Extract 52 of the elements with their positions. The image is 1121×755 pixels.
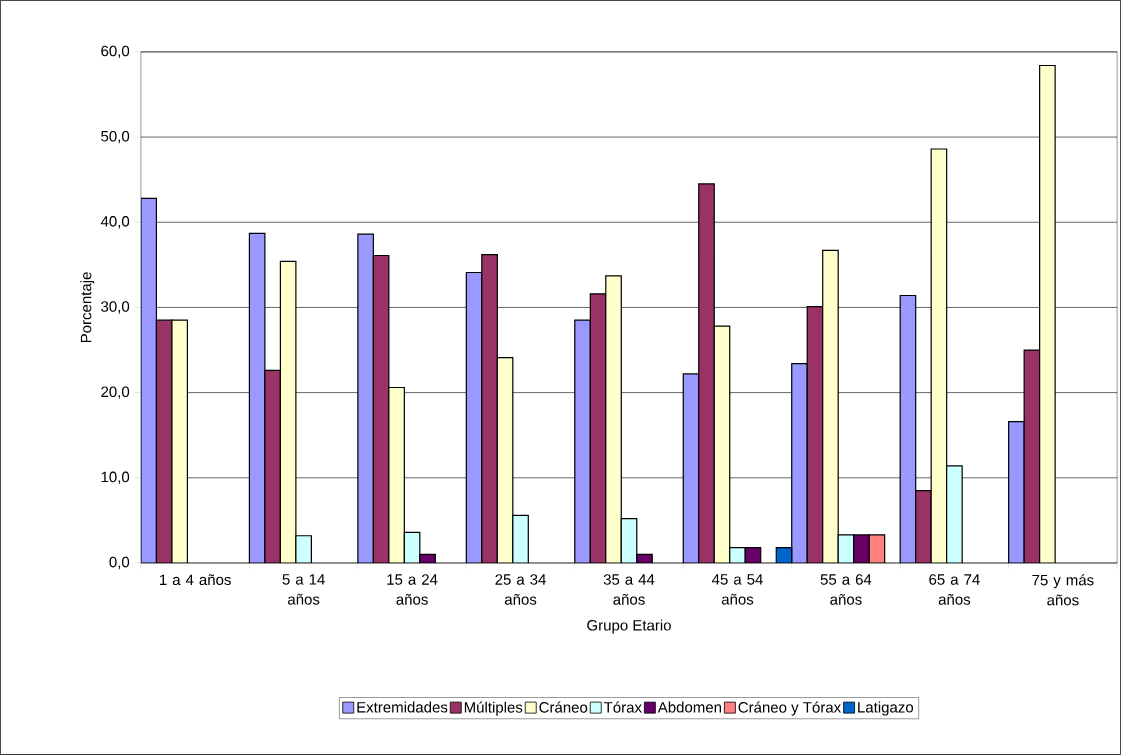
- x-tick-label: 45 a 54 años: [711, 574, 763, 605]
- bar: [822, 249, 839, 564]
- bar: [496, 357, 514, 564]
- y-axis-title: Porcentaje: [80, 272, 95, 343]
- x-tick-label: 1 a 4 años: [160, 574, 231, 586]
- legend-label: Extremidades: [357, 701, 448, 713]
- y-tick-label: 40,0: [100, 216, 130, 229]
- bar: [388, 386, 405, 564]
- x-tick-label: 55 a 64 años: [820, 574, 872, 605]
- bar: [574, 319, 591, 564]
- legend-label: Múltiples: [464, 701, 523, 716]
- bar: [1023, 349, 1041, 564]
- bar: [372, 254, 390, 564]
- bar: [357, 233, 374, 564]
- bar: [512, 514, 529, 564]
- x-tick-label: 5 a 14 años: [282, 574, 325, 605]
- y-tick-label: 60,0: [101, 45, 130, 59]
- y-tick-label: 20,0: [101, 386, 130, 399]
- bar: [140, 197, 158, 564]
- bar: [481, 254, 498, 564]
- bar: [248, 232, 266, 564]
- x-axis-title: Grupo Etario: [587, 619, 671, 634]
- bar: [791, 363, 808, 564]
- legend-label: Cráneo: [539, 701, 588, 713]
- bar: [806, 306, 824, 564]
- bar: [930, 148, 948, 564]
- bar: [171, 319, 189, 564]
- legend-label: Latigazo: [858, 701, 914, 716]
- x-tick-label: 75 y más años: [1032, 574, 1094, 606]
- bar: [946, 465, 963, 564]
- legend-label: Tórax: [603, 701, 642, 713]
- bar: [1039, 64, 1056, 564]
- bar: [605, 275, 622, 564]
- y-tick-label: 30,0: [101, 301, 130, 314]
- bar: [589, 293, 607, 564]
- bar: [698, 183, 715, 564]
- bar: [465, 271, 483, 564]
- y-tick-label: 10,0: [101, 471, 130, 485]
- bar: [915, 490, 932, 564]
- bar: [279, 260, 297, 564]
- y-tick-label: 50,0: [101, 130, 130, 144]
- x-tick-label: 65 a 74 años: [929, 574, 980, 605]
- bar: [155, 319, 173, 564]
- bar: [264, 369, 281, 564]
- legend-label: Abdomen: [657, 701, 722, 713]
- y-tick-label: 0,0: [109, 556, 130, 570]
- bar: [713, 325, 731, 564]
- x-tick-label: 25 a 34 años: [495, 574, 546, 605]
- x-tick-label: 35 a 44 años: [603, 574, 655, 605]
- x-tick-label: 15 a 24 años: [387, 574, 438, 605]
- legend-label: Cráneo y Tórax: [738, 701, 841, 716]
- bar: [899, 294, 917, 564]
